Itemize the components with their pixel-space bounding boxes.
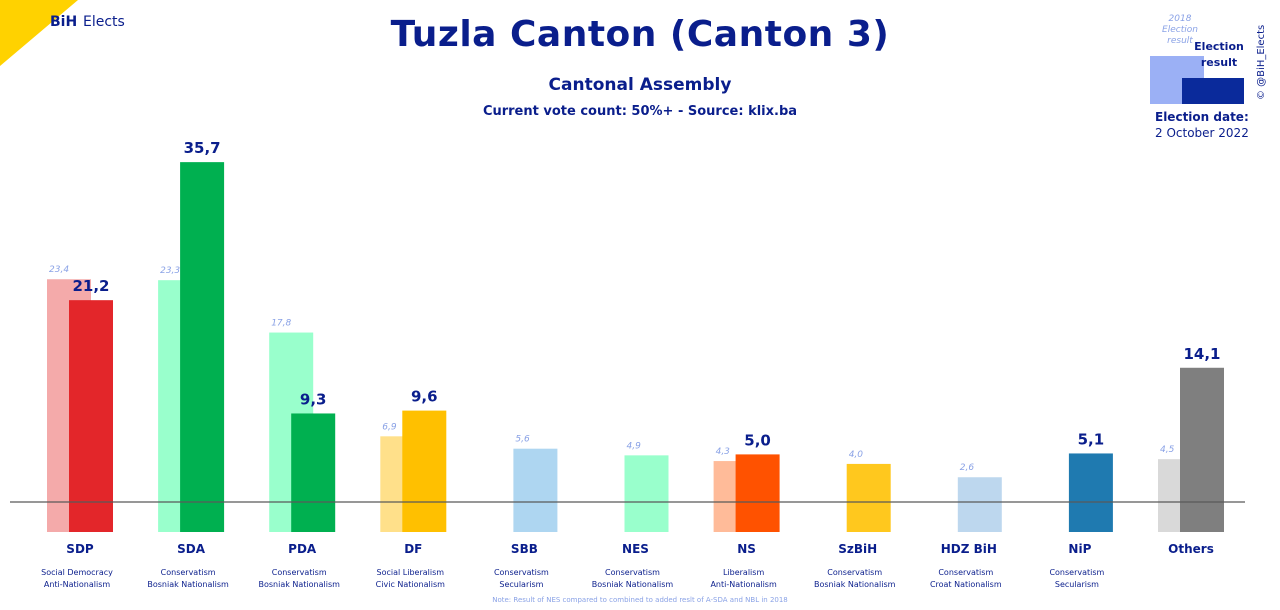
ideology-sdp-2: Anti-Nationalism	[44, 580, 111, 589]
value-label-nip: 5,1	[1078, 430, 1105, 448]
legend-previous-label: 2018 Election result	[1162, 14, 1198, 46]
legend-current-swatch	[1182, 78, 1244, 104]
value-label-2018-sdp: 23,4	[49, 265, 69, 275]
chart-subtitle: Cantonal Assembly	[548, 75, 732, 95]
ideology-pda-1: Conservatism	[272, 568, 327, 577]
ideology-nip-1: Conservatism	[1049, 568, 1104, 577]
logo-bih: BiH	[50, 14, 78, 30]
chart-source: Current vote count: 50%+ - Source: klix.…	[482, 104, 798, 119]
election-date-label: Election date:	[1155, 110, 1249, 124]
value-label-2018-szbih: 4,0	[849, 450, 864, 460]
ideology-sda-2: Bosniak Nationalism	[147, 580, 229, 589]
party-name-ns: NS	[737, 542, 756, 556]
logo: BiH Elects	[0, 0, 125, 70]
ideology-ns-1: Liberalism	[723, 568, 764, 577]
party-name-df: DF	[404, 542, 422, 556]
bar-result-ns	[735, 454, 780, 532]
party-name-nes: NES	[622, 542, 649, 556]
bar-2018-hdz-bih	[957, 477, 1002, 532]
ideology-nes-1: Conservatism	[605, 568, 660, 577]
party-name-sbb: SBB	[511, 542, 538, 556]
value-label-2018-others: 4,5	[1160, 445, 1175, 455]
bar-2018-sbb	[513, 448, 558, 532]
party-name-pda: PDA	[288, 542, 317, 556]
ideology-szbih-1: Conservatism	[827, 568, 882, 577]
bar-result-sdp	[69, 300, 113, 532]
value-label-ns: 5,0	[744, 431, 771, 449]
value-label-2018-sbb: 5,6	[515, 435, 530, 445]
party-name-others: Others	[1168, 542, 1214, 556]
value-label-sdp: 21,2	[72, 277, 109, 295]
value-label-others: 14,1	[1183, 345, 1220, 363]
ideology-nip-2: Secularism	[1055, 580, 1099, 589]
legend: 2018 Election result Election result Ele…	[1148, 12, 1258, 142]
value-label-2018-hdz-bih: 2,6	[960, 463, 975, 473]
legend-current-label: Election result	[1194, 40, 1244, 69]
bar-result-df	[402, 410, 447, 532]
ideology-pda-2: Bosniak Nationalism	[258, 580, 340, 589]
footnote: Note: Result of NES compared to combined…	[492, 596, 788, 604]
value-label-2018-sda: 23,3	[160, 266, 180, 276]
value-label-sda: 35,7	[184, 139, 221, 157]
ideology-ns-2: Anti-Nationalism	[710, 580, 777, 589]
value-label-2018-ns: 4,3	[716, 447, 731, 457]
party-name-hdz-bih: HDZ BiH	[941, 542, 997, 556]
chart-title: Tuzla Canton (Canton 3)	[390, 14, 890, 55]
bar-result-others	[1180, 367, 1224, 532]
logo-elects: Elects	[83, 14, 125, 30]
bar-2018-szbih	[846, 463, 891, 532]
party-name-nip: NiP	[1068, 542, 1091, 556]
value-label-2018-df: 6,9	[382, 422, 397, 432]
ideology-hdz-bih-2: Croat Nationalism	[930, 580, 1002, 589]
value-label-2018-nes: 4,9	[627, 441, 642, 451]
party-name-szbih: SzBiH	[838, 542, 877, 556]
party-name-sdp: SDP	[66, 542, 94, 556]
ideology-nes-2: Bosniak Nationalism	[592, 580, 674, 589]
bar-result-pda	[291, 413, 336, 532]
ideology-sbb-2: Secularism	[499, 580, 543, 589]
ideology-df-2: Civic Nationalism	[376, 580, 445, 589]
ideology-sdp-1: Social Democracy	[41, 568, 113, 577]
bar-2018-nes	[624, 455, 669, 532]
ideology-df-1: Social Liberalism	[377, 568, 445, 577]
ideology-sda-1: Conservatism	[161, 568, 216, 577]
party-name-sda: SDA	[177, 542, 206, 556]
ideology-hdz-bih-1: Conservatism	[938, 568, 993, 577]
bar-result-sda	[180, 162, 225, 533]
value-label-df: 9,6	[411, 388, 438, 406]
ideology-szbih-2: Bosniak Nationalism	[814, 580, 896, 589]
value-label-pda: 9,3	[300, 390, 327, 408]
ideology-sbb-1: Conservatism	[494, 568, 549, 577]
bar-result-nip	[1068, 453, 1113, 532]
election-date-value: 2 October 2022	[1155, 126, 1249, 140]
logo-triangle	[0, 0, 78, 66]
value-label-2018-pda: 17,8	[271, 319, 291, 329]
